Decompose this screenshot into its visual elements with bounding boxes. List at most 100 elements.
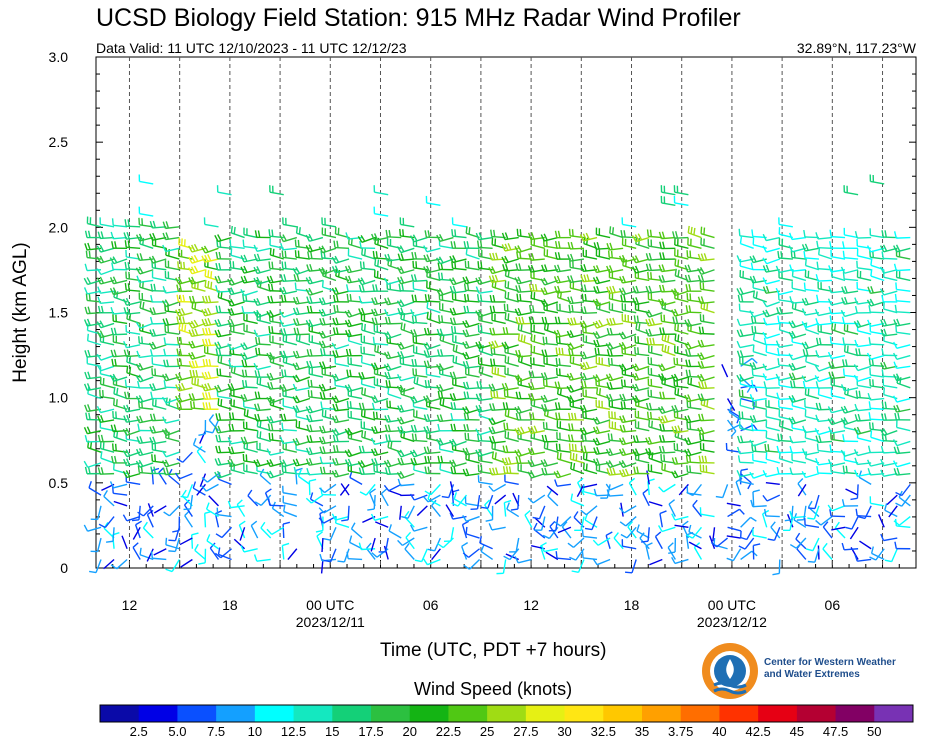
barb-flag [83,287,88,295]
barb-flag [97,415,101,423]
barb-flag [201,246,206,254]
barb-flag [181,382,186,390]
barb-flag [318,384,324,392]
wind-barb [150,551,167,561]
barb-flag [296,327,300,335]
barb-flag [520,334,523,342]
wind-barb [162,416,180,424]
barb-flag [112,287,118,295]
barb-flag [85,250,88,258]
barb-flag [139,436,143,444]
x-tick-label: 06 [423,597,439,613]
barb-flag [135,363,141,371]
barb-flag [100,467,104,475]
wind-barb [240,352,258,361]
wind-barb [227,298,245,307]
colorbar-cell [835,705,875,722]
barb-staff [113,492,128,496]
wind-barb [306,414,324,423]
barb-staff [543,354,558,358]
barb-staff [103,527,115,539]
barb-flag [240,255,245,263]
barb-staff [310,498,324,507]
barb-flag [305,447,310,455]
barb-flag [124,379,127,387]
barb-flag [295,307,300,315]
wind-barb [254,230,271,239]
barb-staff [256,558,271,562]
barb-flag [136,416,141,424]
wind-barb [191,532,199,549]
barb-flag [280,242,284,250]
barb-flag [269,275,274,283]
barb-flag [193,243,199,251]
barb-flag [323,559,331,563]
barb-flag [189,401,193,409]
barb-flag [254,230,258,238]
barb-flag [267,382,271,390]
barb-flag [123,458,128,466]
barb-staff [180,558,193,568]
barb-flag [97,434,101,442]
barb-flag [294,239,297,247]
wind-barb [180,484,194,499]
barb-flag [306,349,310,357]
barb-flag [188,329,193,337]
barb-flag [377,259,380,267]
wind-barb [280,413,297,422]
barb-flag [84,306,88,314]
barb-staff [426,300,441,303]
barb-flag [298,334,301,342]
barb-flag [188,295,193,304]
barb-flag [230,287,235,295]
barb-flag [110,564,118,570]
barb-flag [126,458,131,466]
barb-flag [648,419,651,427]
barb-flag [292,405,297,413]
barb-flag [139,547,142,555]
barb-flag [176,336,180,344]
barb-flag [227,308,232,316]
barb-flag [255,336,258,345]
barb-flag [265,488,272,494]
barb-flag [138,266,144,274]
wind-barb [217,547,232,561]
barb-flag [295,437,300,445]
barb-staff [126,331,141,335]
barb-flag [585,237,589,245]
barb-staff [113,311,128,315]
barb-flag [116,430,119,439]
barb-flag [281,250,284,258]
barb-flag [126,231,130,240]
barb-flag [322,425,326,433]
barb-flag [455,344,458,353]
barb-flag [138,459,144,467]
barb-flag [292,363,297,371]
barb-flag [243,352,248,360]
colorbar-cell [293,705,333,722]
x-tick-label: 06 [825,597,841,613]
wind-barb [110,327,128,336]
barb-flag [649,411,653,419]
barb-flag [646,411,650,419]
barb-flag [206,534,211,542]
barb-flag [292,307,297,315]
wind-barb [188,351,206,360]
barb-flag [125,449,131,457]
barb-staff [243,548,258,553]
colorbar-tick-label: 27.5 [513,724,538,739]
barb-flag [490,229,493,237]
wind-barb [318,308,337,317]
barb-flag [215,285,219,293]
barb-flag [230,225,233,234]
wind-barb [138,292,154,303]
colorbar-tick-label: 20 [402,724,416,739]
barb-flag [270,423,274,431]
barb-flag [114,241,117,249]
barb-flag [177,261,180,269]
barb-flag [279,460,284,467]
barb-staff [243,386,258,389]
barb-flag [295,296,300,304]
barb-flag [280,274,284,282]
